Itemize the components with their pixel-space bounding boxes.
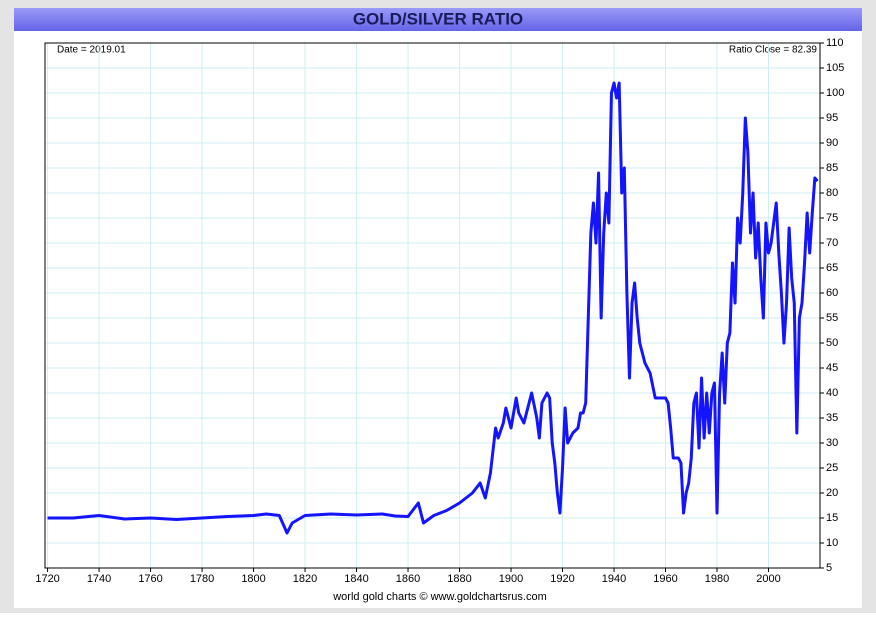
x-tick-label: 1880	[447, 573, 471, 585]
chart-title: GOLD/SILVER RATIO	[353, 9, 523, 28]
y-tick-label: 50	[826, 337, 838, 349]
y-tick-label: 45	[826, 362, 838, 374]
y-tick-label: 75	[826, 212, 838, 224]
title-bar	[14, 8, 862, 31]
y-tick-label: 55	[826, 312, 838, 324]
y-tick-label: 60	[826, 287, 838, 299]
source: world gold charts © www.goldchartsrus.co…	[332, 591, 547, 603]
y-tick-label: 15	[826, 512, 838, 524]
y-tick-label: 65	[826, 262, 838, 274]
x-tick-label: 1980	[705, 573, 729, 585]
x-tick-label: 1900	[499, 573, 523, 585]
y-tick-label: 100	[826, 87, 844, 99]
x-tick-label: 2000	[756, 573, 780, 585]
y-tick-label: 25	[826, 462, 838, 474]
x-tick-label: 1860	[396, 573, 420, 585]
y-tick-label: 10	[826, 537, 838, 549]
annotation: Ratio Close = 82.39	[729, 45, 818, 56]
y-tick-label: 110	[826, 37, 844, 49]
y-tick-label: 105	[826, 62, 844, 74]
x-tick-label: 1780	[190, 573, 214, 585]
y-tick-label: 30	[826, 437, 838, 449]
y-tick-label: 5	[826, 562, 832, 574]
plot-border	[44, 42, 821, 569]
x-tick-label: 1760	[138, 573, 162, 585]
annotation: Date = 2019.01	[57, 45, 126, 56]
y-tick-label: 90	[826, 137, 838, 149]
ratio-line	[47, 81, 819, 535]
x-tick-label: 1720	[35, 573, 59, 585]
y-tick-label: 85	[826, 162, 838, 174]
x-tick-label: 1740	[87, 573, 111, 585]
plot-area	[44, 42, 821, 569]
y-tick-label: 20	[826, 487, 838, 499]
y-tick-label: 35	[826, 412, 838, 424]
x-tick-label: 1820	[293, 573, 317, 585]
y-tick-label: 80	[826, 187, 838, 199]
x-tick-label: 1960	[653, 573, 677, 585]
x-tick-label: 1920	[550, 573, 574, 585]
x-tick-label: 1940	[602, 573, 626, 585]
y-tick-label: 70	[826, 237, 838, 249]
x-tick-label: 1800	[241, 573, 265, 585]
x-tick-label: 1840	[344, 573, 368, 585]
y-tick-label: 95	[826, 112, 838, 124]
y-tick-label: 40	[826, 387, 838, 399]
